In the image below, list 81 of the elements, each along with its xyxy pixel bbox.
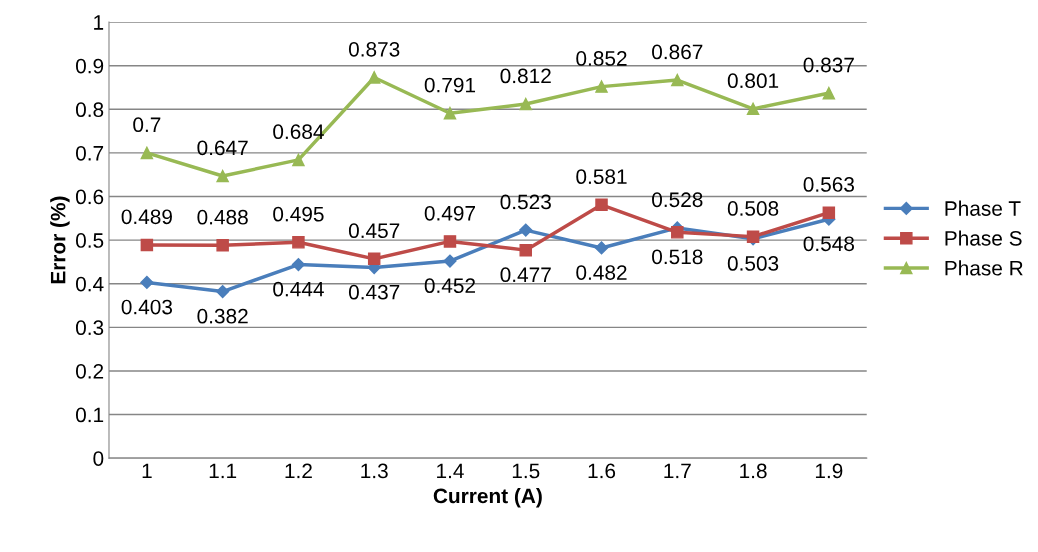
data-label: 0.581 [576, 169, 627, 185]
point [216, 169, 229, 183]
x-tick-label: 1.2 [285, 463, 312, 479]
point [140, 238, 154, 252]
data-label: 0.548 [803, 236, 855, 252]
x-axis-title: Current (A) [433, 488, 542, 508]
point [746, 102, 760, 116]
point [519, 223, 533, 237]
point [367, 71, 381, 84]
point [292, 236, 305, 249]
y-tick-label: 0.2 [75, 363, 104, 379]
data-label: 0.382 [197, 308, 248, 324]
x-tick-label: 1.6 [588, 463, 616, 479]
point [671, 226, 684, 239]
data-label: 0.508 [727, 201, 779, 216]
x-tick-label: 1.4 [437, 463, 464, 479]
y-tick-label: 0.9 [75, 58, 104, 74]
data-label: 0.457 [348, 223, 400, 239]
point [595, 198, 608, 212]
point [292, 153, 305, 167]
data-label: 0.444 [273, 281, 324, 297]
y-tick-label: 0.6 [75, 189, 104, 205]
x-tick-label: 1.5 [512, 463, 540, 479]
data-label: 0.488 [197, 209, 248, 225]
data-label: 0.518 [652, 249, 703, 265]
point [822, 86, 836, 100]
data-label: 0.437 [348, 284, 400, 300]
data-label: 0.403 [121, 299, 173, 315]
y-axis-title: Error (%) [50, 196, 70, 284]
point [443, 235, 457, 248]
x-tick-label: 1.7 [664, 463, 691, 479]
data-label: 0.495 [273, 206, 324, 222]
y-tick-label: 0.4 [75, 276, 104, 292]
y-tick-label: 0.3 [75, 320, 104, 336]
data-label: 0.497 [424, 205, 475, 221]
point [594, 241, 609, 255]
x-tick-label: 1 [142, 463, 152, 479]
y-tick-label: 0.5 [75, 233, 104, 248]
point [216, 239, 229, 252]
y-tick-label: 1 [94, 15, 104, 30]
data-label: 0.7 [133, 117, 161, 133]
data-label: 0.563 [803, 177, 854, 192]
y-tick-label: 0.8 [75, 102, 104, 118]
point [443, 254, 457, 268]
data-label: 0.503 [727, 256, 779, 271]
data-label: 0.477 [500, 267, 551, 283]
point [140, 275, 154, 290]
point [595, 80, 608, 93]
y-tick-label: 0 [93, 451, 104, 466]
x-tick-label: 1.8 [740, 463, 767, 479]
data-label: 0.452 [424, 278, 475, 294]
y-tick-label: 0.1 [75, 407, 104, 423]
point [291, 257, 306, 272]
point [216, 284, 230, 299]
legend-label: Phase S [945, 230, 1022, 246]
point [519, 97, 532, 111]
data-label: 0.812 [500, 68, 551, 84]
legend-label: Phase T [945, 200, 1021, 216]
data-label: 0.482 [576, 265, 627, 280]
data-label: 0.523 [500, 194, 551, 210]
point [822, 206, 836, 219]
x-tick-label: 1.9 [815, 463, 843, 479]
y-tick-label: 0.7 [75, 145, 104, 161]
data-label: 0.684 [273, 124, 324, 140]
data-label: 0.647 [197, 140, 248, 156]
point [367, 252, 381, 266]
data-label: 0.873 [348, 41, 400, 57]
data-label: 0.489 [121, 209, 172, 225]
x-tick-label: 1.3 [361, 463, 388, 479]
point [671, 73, 684, 87]
data-label: 0.852 [576, 51, 627, 66]
point [140, 146, 154, 160]
x-tick-label: 1.1 [209, 463, 237, 479]
legend-label: Phase R [945, 260, 1023, 276]
point [519, 243, 532, 257]
point [443, 106, 457, 120]
data-label: 0.791 [424, 77, 476, 93]
data-label: 0.837 [803, 57, 854, 73]
data-label: 0.528 [652, 192, 703, 208]
data-label: 0.867 [652, 44, 703, 60]
data-label: 0.801 [727, 73, 779, 89]
